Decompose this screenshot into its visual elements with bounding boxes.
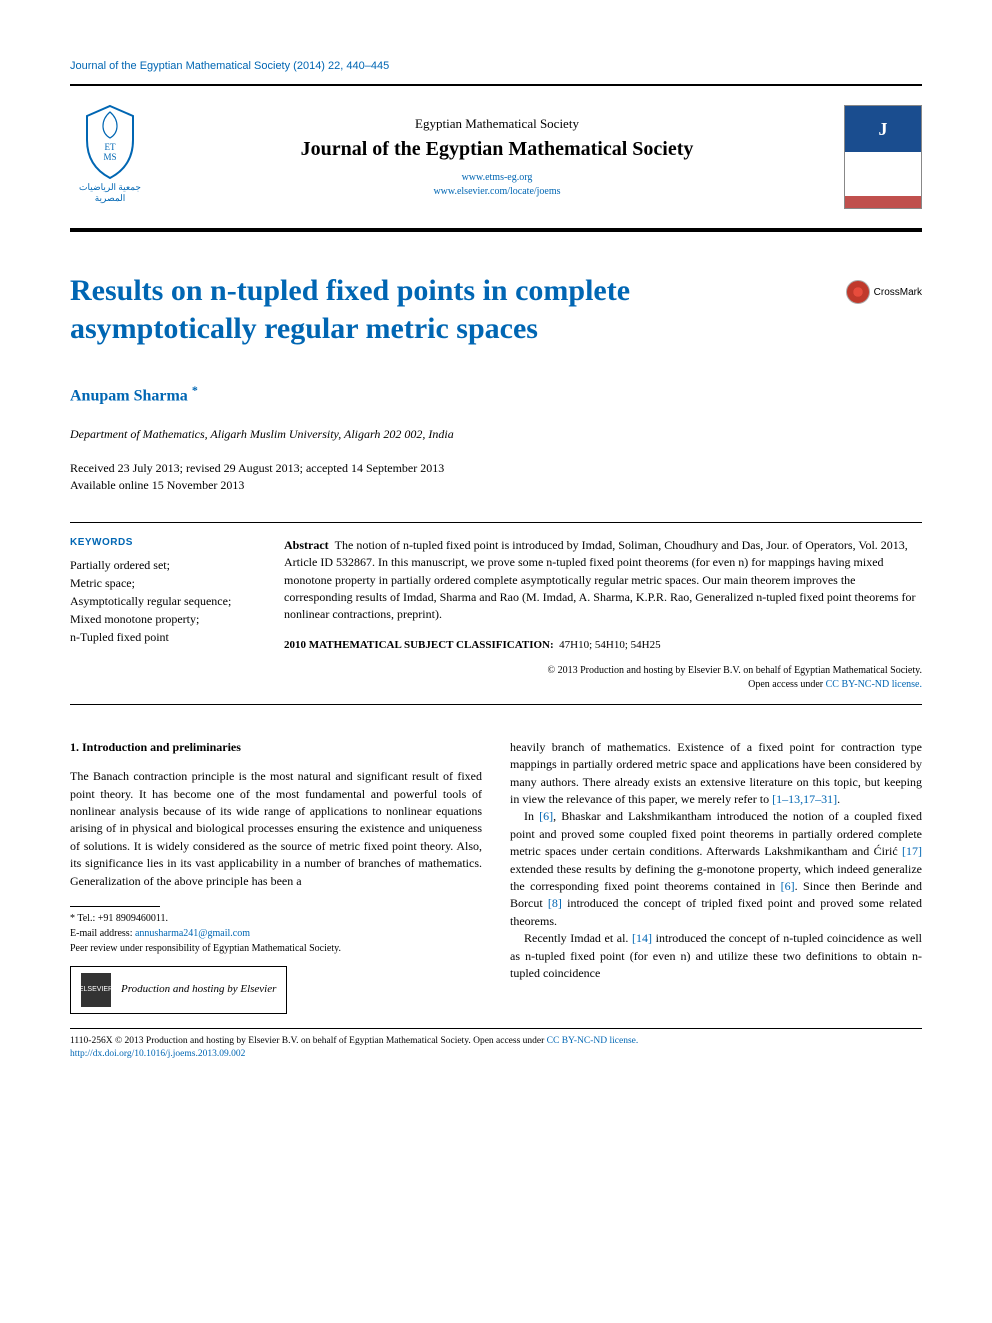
journal-cover-thumbnail: J	[844, 105, 922, 209]
bottom-rule	[70, 1028, 922, 1029]
article-dates: Received 23 July 2013; revised 29 August…	[70, 460, 922, 494]
bottom-info: 1110-256X © 2013 Production and hosting …	[70, 1035, 922, 1062]
hosting-box: ELSEVIER Production and hosting by Elsev…	[70, 966, 287, 1014]
author-affiliation: Department of Mathematics, Aligarh Musli…	[70, 427, 922, 442]
journal-header: ET MS جمعية الرياضيات المصرية Egyptian M…	[70, 84, 922, 232]
footnote-peer-review: Peer review under responsibility of Egyp…	[70, 941, 482, 956]
journal-link-2[interactable]: www.elsevier.com/locate/joems	[162, 185, 832, 199]
keyword-item: Metric space;	[70, 574, 260, 592]
citation-link[interactable]: [1–13,17–31]	[772, 792, 837, 806]
license-link[interactable]: CC BY-NC-ND license.	[547, 1036, 639, 1046]
footnote-tel: * Tel.: +91 8909460011.	[70, 911, 482, 926]
crossmark-icon	[846, 280, 870, 304]
body-paragraph: Recently Imdad et al. [14] introduced th…	[510, 930, 922, 982]
citation-link[interactable]: [17]	[902, 844, 922, 858]
journal-reference: Journal of the Egyptian Mathematical Soc…	[70, 60, 922, 72]
doi-link[interactable]: http://dx.doi.org/10.1016/j.joems.2013.0…	[70, 1049, 245, 1059]
citation-link[interactable]: [6]	[781, 879, 795, 893]
footnote-email: E-mail address: annusharma241@gmail.com	[70, 926, 482, 941]
abstract-section: KEYWORDS Partially ordered set; Metric s…	[70, 522, 922, 705]
svg-text:ET: ET	[105, 142, 116, 152]
right-column: heavily branch of mathematics. Existence…	[510, 739, 922, 1014]
keywords-list: Partially ordered set; Metric space; Asy…	[70, 556, 260, 646]
logo-arabic-text: جمعية الرياضيات المصرية	[70, 182, 150, 204]
abstract-text: Abstract The notion of n-tupled fixed po…	[284, 537, 922, 624]
keyword-item: Asymptotically regular sequence;	[70, 592, 260, 610]
keyword-item: Partially ordered set;	[70, 556, 260, 574]
left-column: 1. Introduction and preliminaries The Ba…	[70, 739, 482, 1014]
hosting-text: Production and hosting by Elsevier	[121, 982, 276, 998]
svg-text:MS: MS	[103, 152, 116, 162]
body-paragraph: heavily branch of mathematics. Existence…	[510, 739, 922, 809]
crossmark-label: CrossMark	[874, 287, 922, 298]
crossmark-badge[interactable]: CrossMark	[846, 280, 922, 304]
citation-link[interactable]: [8]	[548, 896, 562, 910]
body-paragraph: The Banach contraction principle is the …	[70, 768, 482, 890]
article-title: Results on n-tupled fixed points in comp…	[70, 272, 826, 347]
keywords-heading: KEYWORDS	[70, 537, 260, 548]
keyword-item: n-Tupled fixed point	[70, 628, 260, 646]
elsevier-logo: ELSEVIER	[81, 973, 111, 1007]
journal-link-1[interactable]: www.etms-eg.org	[162, 171, 832, 185]
keyword-item: Mixed monotone property;	[70, 610, 260, 628]
section-heading: 1. Introduction and preliminaries	[70, 739, 482, 756]
footnotes: * Tel.: +91 8909460011. E-mail address: …	[70, 911, 482, 956]
author-name: Anupam Sharma *	[70, 383, 922, 405]
citation-link[interactable]: [14]	[632, 931, 652, 945]
society-name: Egyptian Mathematical Society	[162, 116, 832, 132]
body-text: 1. Introduction and preliminaries The Ba…	[70, 739, 922, 1014]
footnote-separator	[70, 906, 160, 907]
abstract-copyright: © 2013 Production and hosting by Elsevie…	[284, 664, 922, 692]
journal-name: Journal of the Egyptian Mathematical Soc…	[162, 138, 832, 161]
author-email-link[interactable]: annusharma241@gmail.com	[135, 928, 250, 939]
citation-link[interactable]: [6]	[539, 809, 553, 823]
body-paragraph: In [6], Bhaskar and Lakshmikantham intro…	[510, 808, 922, 930]
license-link[interactable]: CC BY-NC-ND license.	[826, 679, 922, 690]
msc-classification: 2010 MATHEMATICAL SUBJECT CLASSIFICATION…	[284, 638, 922, 654]
society-logo: ET MS جمعية الرياضيات المصرية	[70, 102, 150, 212]
